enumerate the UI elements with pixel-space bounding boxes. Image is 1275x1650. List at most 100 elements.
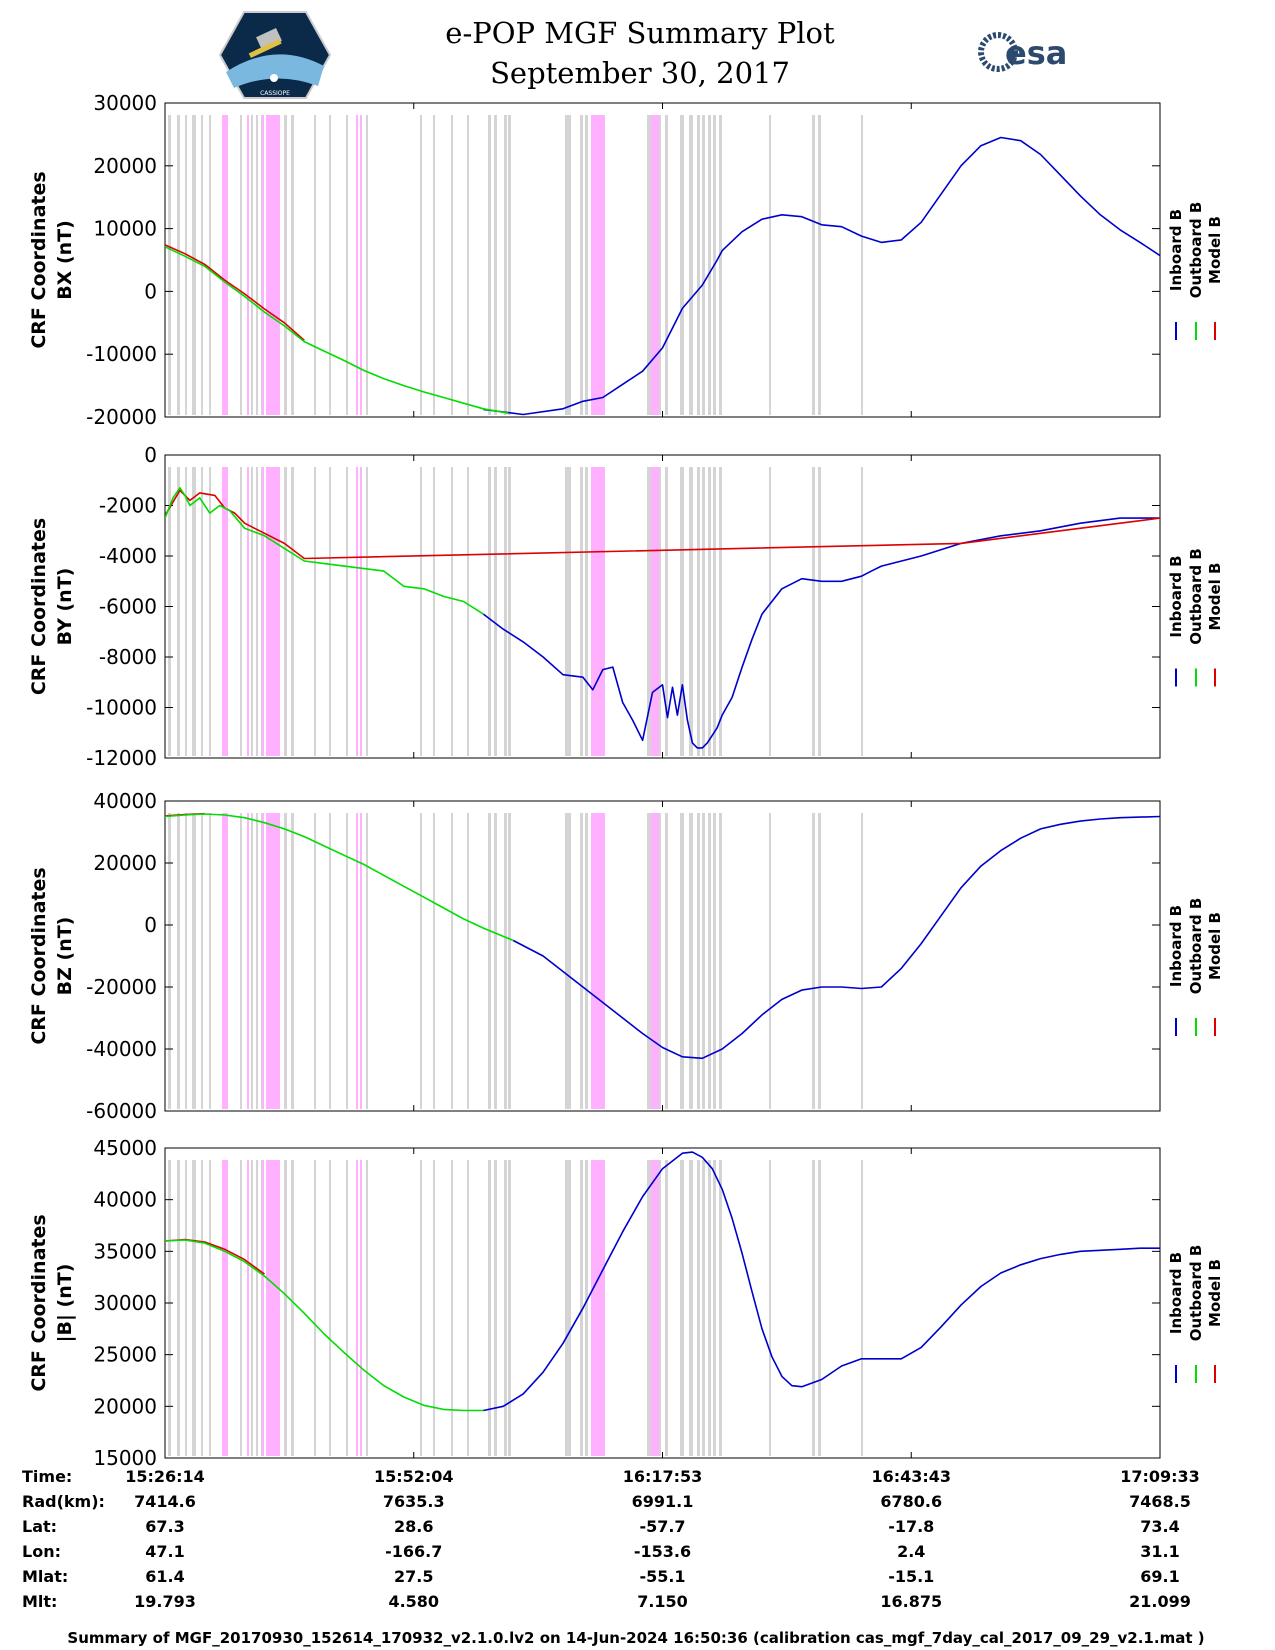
y-tick-label: -10000 (86, 342, 157, 366)
gray-band (708, 813, 711, 1109)
panel-1: 30000 20000 10000 0 -10000 -20000 CRF Coordina… (28, 91, 1224, 429)
gray-band (504, 467, 507, 756)
gray-band (256, 1160, 258, 1456)
gray-band (818, 1160, 821, 1456)
event-bands (168, 813, 863, 1109)
y-tick-label: -2000 (99, 494, 157, 518)
info-cell-mlat: 69.1 (1140, 1567, 1179, 1586)
info-row-label: Lat: (22, 1517, 57, 1536)
gray-band (680, 1160, 684, 1456)
gray-band (291, 813, 294, 1109)
gray-band (366, 467, 368, 756)
info-cell-time: 17:09:33 (1120, 1467, 1200, 1486)
gray-band (329, 115, 331, 415)
pink-band (651, 467, 659, 756)
pink-band (356, 1160, 358, 1456)
gray-band (177, 115, 180, 415)
y-tick-label: 20000 (93, 851, 157, 875)
gray-band (719, 1160, 722, 1456)
legend-label: Model B (1206, 563, 1224, 631)
legend-label: Model B (1206, 1259, 1224, 1327)
y-tick-label: 0 (144, 913, 157, 937)
gray-band (508, 813, 511, 1109)
gray-band (433, 1160, 435, 1456)
pink-band (266, 813, 280, 1109)
gray-band (680, 467, 684, 756)
gray-band (504, 115, 507, 415)
gray-band (284, 813, 287, 1109)
pink-band (356, 467, 358, 756)
series-line-outboard-b (165, 813, 514, 942)
series-line-inboard-b (483, 1151, 1160, 1412)
y-tick-label: -8000 (99, 645, 157, 669)
gray-band (713, 1160, 716, 1456)
gray-band (504, 813, 507, 1109)
gray-band (769, 115, 771, 415)
y-tick-label: 45000 (93, 1136, 157, 1160)
gray-band (201, 813, 203, 1109)
y-axis-label-line1: CRF Coordinates (28, 518, 50, 695)
info-cell-lat: 73.4 (1140, 1517, 1179, 1536)
gray-band (494, 813, 497, 1109)
y-tick-label: 40000 (93, 1188, 157, 1212)
event-bands (168, 467, 863, 756)
pink-band (356, 115, 358, 415)
gray-band (433, 467, 435, 756)
gray-band (251, 1160, 253, 1456)
info-cell-mlt: 19.793 (134, 1592, 196, 1611)
gray-band (812, 115, 815, 415)
gray-band (665, 467, 668, 756)
event-bands (168, 115, 863, 415)
info-cell-mlt: 4.580 (388, 1592, 439, 1611)
gray-band (209, 115, 211, 415)
header: CASSIOPE e-POP MGF Summary Plot Septembe… (218, 11, 1067, 99)
gray-band (240, 813, 242, 1109)
gray-band (697, 813, 700, 1109)
gray-band (209, 1160, 211, 1456)
pink-band (651, 115, 659, 415)
gray-band (719, 813, 722, 1109)
gray-band (508, 467, 511, 756)
gray-band (647, 1160, 653, 1456)
gray-band (168, 813, 171, 1109)
gray-band (719, 467, 722, 756)
info-cell-mlat: 27.5 (394, 1567, 433, 1586)
gray-band (201, 467, 203, 756)
y-tick-label: -60000 (86, 1099, 157, 1123)
gray-band (177, 1160, 180, 1456)
gray-band (580, 115, 583, 415)
gray-band (329, 813, 331, 1109)
gray-band (451, 467, 453, 756)
info-cell-time: 16:43:43 (871, 1467, 951, 1486)
info-cell-mlt: 7.150 (637, 1592, 688, 1611)
pink-band (247, 1160, 249, 1456)
gray-band (185, 467, 187, 756)
gray-band (494, 467, 497, 756)
plot-title: e-POP MGF Summary Plot (445, 16, 835, 50)
y-tick-label: -20000 (86, 975, 157, 999)
gray-band (702, 813, 705, 1109)
gray-band (680, 115, 684, 415)
gray-band (812, 813, 815, 1109)
gray-band (420, 115, 422, 415)
info-cell-lon: -153.6 (634, 1542, 691, 1561)
info-cell-lat: 67.3 (145, 1517, 184, 1536)
y-tick-label: -6000 (99, 595, 157, 619)
gray-band (665, 115, 668, 415)
gray-band (565, 1160, 571, 1456)
y-tick-label: -4000 (99, 544, 157, 568)
legend-label: Inboard B (1167, 905, 1185, 987)
gray-band (769, 467, 771, 756)
gray-band (240, 115, 242, 415)
gray-band (314, 467, 316, 756)
gray-band (861, 115, 863, 415)
gray-band (585, 115, 588, 415)
x-axis-info-table: Time: Rad(km): Lat: Lon: Mlat: Mlt: 15:26:14 74… (22, 1467, 1200, 1611)
gray-band (314, 1160, 316, 1456)
pink-band (222, 467, 228, 756)
gray-band (697, 467, 700, 756)
pink-band (360, 467, 362, 756)
gray-band (658, 467, 661, 756)
gray-band (251, 115, 253, 415)
legend-label: Outboard B (1187, 202, 1205, 299)
